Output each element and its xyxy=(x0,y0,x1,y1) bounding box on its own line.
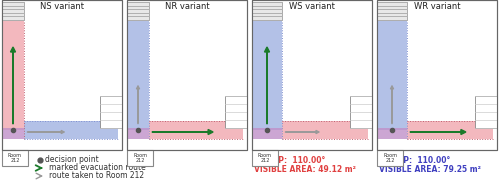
Bar xyxy=(252,2,282,20)
Bar xyxy=(2,128,24,139)
Bar xyxy=(149,121,243,139)
Text: Room
212: Room 212 xyxy=(133,153,147,163)
Text: VISIBLE AREA: 49.12 m²: VISIBLE AREA: 49.12 m² xyxy=(254,165,356,174)
Text: NS variant: NS variant xyxy=(40,2,84,11)
Text: SWEEP:  110.00°: SWEEP: 110.00° xyxy=(254,156,325,165)
Bar xyxy=(127,2,149,20)
Text: NR variant: NR variant xyxy=(164,2,210,11)
Text: Room
212: Room 212 xyxy=(383,153,397,163)
Bar xyxy=(252,150,278,166)
Bar xyxy=(2,2,24,20)
Bar xyxy=(252,0,372,150)
Text: WS variant: WS variant xyxy=(289,2,335,11)
Bar xyxy=(282,121,368,139)
Text: Key:: Key: xyxy=(2,152,24,161)
Bar xyxy=(100,96,122,128)
Bar xyxy=(225,96,247,128)
Bar xyxy=(127,0,247,150)
Bar xyxy=(127,128,149,139)
Bar xyxy=(377,0,497,150)
FancyArrow shape xyxy=(152,130,213,134)
Bar xyxy=(407,121,493,139)
Bar xyxy=(252,20,282,130)
FancyArrow shape xyxy=(27,130,64,134)
FancyArrow shape xyxy=(136,85,140,124)
FancyArrow shape xyxy=(285,130,320,134)
Bar xyxy=(2,0,122,150)
Bar xyxy=(377,2,407,20)
Text: Room
212: Room 212 xyxy=(258,153,272,163)
Bar xyxy=(377,128,407,139)
Text: WR variant: WR variant xyxy=(414,2,460,11)
Text: route taken to Room 212: route taken to Room 212 xyxy=(49,171,144,180)
FancyArrow shape xyxy=(10,47,16,124)
Bar xyxy=(475,96,497,128)
Bar xyxy=(377,150,403,166)
Bar xyxy=(127,0,247,150)
Text: Room
212: Room 212 xyxy=(8,153,22,163)
Bar xyxy=(350,96,372,128)
FancyArrow shape xyxy=(264,47,270,124)
Text: SWEEP:  110.00°: SWEEP: 110.00° xyxy=(379,156,450,165)
Bar xyxy=(2,20,24,130)
Text: decision point: decision point xyxy=(45,156,99,165)
Bar xyxy=(377,20,407,130)
Bar xyxy=(377,0,497,150)
Bar xyxy=(127,20,149,130)
FancyArrow shape xyxy=(390,85,394,124)
Text: marked evacuation route: marked evacuation route xyxy=(49,163,146,172)
Bar xyxy=(2,150,28,166)
Bar xyxy=(127,150,153,166)
FancyArrow shape xyxy=(410,130,466,134)
Text: VISIBLE AREA: 79.25 m²: VISIBLE AREA: 79.25 m² xyxy=(379,165,481,174)
Bar xyxy=(252,0,372,150)
Bar xyxy=(252,128,282,139)
Bar xyxy=(24,121,118,139)
Bar xyxy=(2,0,122,150)
